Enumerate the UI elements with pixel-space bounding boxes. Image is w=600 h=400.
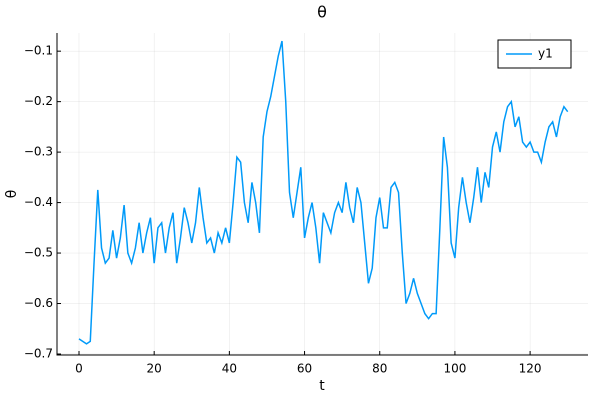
y-tick-label: −0.7 bbox=[24, 346, 53, 360]
y-tick-label: −0.1 bbox=[24, 44, 53, 58]
x-tick-label: 20 bbox=[147, 362, 162, 376]
y-tick-label: −0.3 bbox=[24, 145, 53, 159]
axis-frame bbox=[56, 33, 588, 356]
x-tick-label: 40 bbox=[222, 362, 237, 376]
x-tick-label: 120 bbox=[519, 362, 542, 376]
y-tick-label: −0.6 bbox=[24, 296, 53, 310]
y-tick-label: −0.4 bbox=[24, 195, 53, 209]
y-tick-label: −0.5 bbox=[24, 246, 53, 260]
x-axis-label: t bbox=[319, 378, 325, 394]
data-line bbox=[78, 40, 569, 345]
y-axis-label: θ bbox=[4, 190, 20, 199]
y-tick-label: −0.2 bbox=[24, 94, 53, 108]
x-tick-label: 80 bbox=[372, 362, 387, 376]
x-tick-label: 0 bbox=[75, 362, 83, 376]
chart-title: θ bbox=[317, 3, 327, 22]
x-tick-label: 100 bbox=[443, 362, 466, 376]
x-tick-label: 60 bbox=[297, 362, 312, 376]
legend-label: y1 bbox=[538, 47, 553, 61]
